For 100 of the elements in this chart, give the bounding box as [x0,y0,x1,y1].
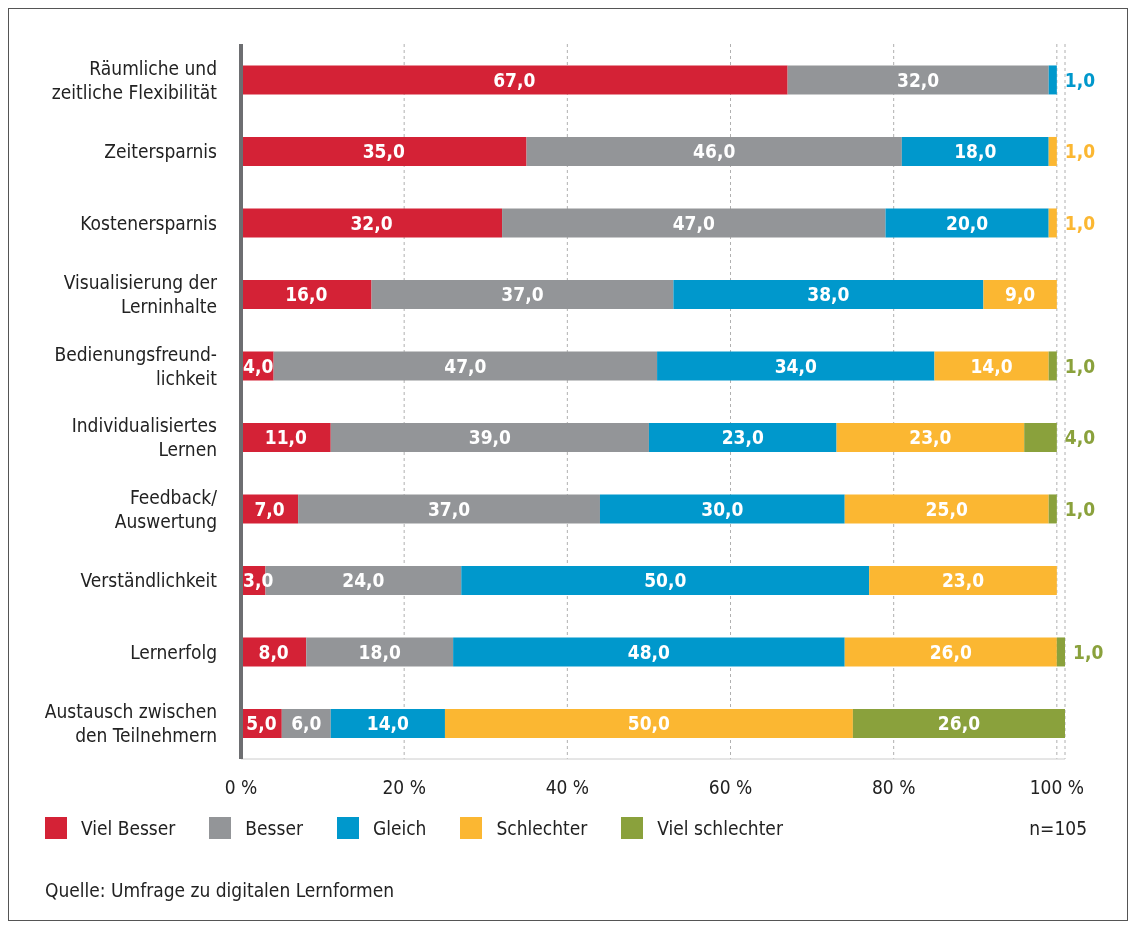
data-label: 35,0 [362,140,405,163]
bar [241,208,503,238]
data-label: 5,0 [246,712,277,735]
data-label: 50,0 [627,712,671,735]
data-label: 34,0 [774,354,817,377]
data-label: 1,0 [1064,211,1096,234]
data-label: 3,0 [243,569,274,592]
bar [673,279,984,309]
bar [502,208,886,238]
data-label: 1,0 [1064,68,1096,91]
legend-label: Besser [245,817,303,839]
data-label: 23,0 [941,569,985,592]
bar [330,422,649,452]
data-label: 25,0 [925,497,968,520]
bar [444,708,853,738]
bar [1048,351,1057,381]
data-label: 18,0 [358,640,401,663]
bar [901,136,1049,166]
data-label: 1,0 [1064,140,1096,163]
data-label: 4,0 [1064,426,1096,449]
y-tick-label: Verständlichkeit [80,569,218,592]
y-tick-label: Zeitersparnis [104,140,218,163]
data-label: 46,0 [693,140,736,163]
data-label: 9,0 [1004,283,1036,306]
legend-label: Gleich [372,817,427,839]
data-label: 37,0 [427,497,471,520]
y-tick-label: Individualisiertes Lernen [71,414,218,461]
bar [844,494,1049,524]
data-label: 67,0 [493,68,536,91]
data-label: 1,0 [1064,497,1096,520]
data-label: 1,0 [1073,640,1104,663]
text: n=105 [1029,817,1087,839]
bar [1048,208,1057,238]
x-tick-label: 0 % [224,776,258,799]
y-tick-label: Lernerfolg [130,640,217,663]
data-label: 47,0 [444,354,487,377]
bar [836,422,1025,452]
legend-label: Schlechter [496,817,588,839]
data-label: 20,0 [946,211,989,234]
bar [241,136,527,166]
bar [453,637,845,667]
y-tick-label: Räumliche und zeitliche Flexibilität [51,56,218,103]
data-label: 26,0 [929,640,972,663]
data-label: 7,0 [254,497,285,520]
bar [1024,422,1057,452]
bar [648,422,837,452]
x-tick-label: 60 % [708,776,753,799]
bar [599,494,845,524]
data-label: 4,0 [243,354,274,377]
x-tick-label: 80 % [871,776,916,799]
bar [1056,637,1065,667]
data-label: 11,0 [264,426,308,449]
data-label: 14,0 [970,354,1013,377]
data-label: 32,0 [350,211,393,234]
data-label: 30,0 [701,497,744,520]
bar [241,65,788,95]
bar [241,279,372,309]
x-tick-label: 100 % [1029,776,1084,799]
bar [852,708,1065,738]
y-tick-label: Feedback/ Auswertung [114,485,218,532]
data-label: 1,0 [1064,354,1096,377]
bar [526,136,902,166]
bar [371,279,674,309]
data-label: 47,0 [672,211,715,234]
data-label: 23,0 [721,426,764,449]
bar [1048,65,1057,95]
bar [273,351,658,381]
y-tick-label: Visualisierung der Lerninhalte [63,271,218,318]
data-label: 18,0 [954,140,997,163]
data-label: 24,0 [342,569,385,592]
bar [1048,494,1057,524]
data-label: 8,0 [258,640,289,663]
legend-label: Viel Besser [81,817,176,839]
data-label: 6,0 [291,712,322,735]
bar [330,708,445,738]
data-label: 23,0 [909,426,952,449]
x-tick-label: 40 % [545,776,590,799]
data-label: 38,0 [807,283,850,306]
data-label: 39,0 [468,426,512,449]
bar [787,65,1049,95]
bar [844,637,1057,667]
data-label: 50,0 [644,569,687,592]
bar [885,208,1049,238]
source-note: Quelle: Umfrage zu digitalen Lernformen [45,879,395,901]
bar [934,351,1049,381]
y-tick-label: Austausch zwischen den Teilnehmern [44,700,217,747]
bar [298,494,600,524]
data-label: 32,0 [897,68,940,91]
data-label: 26,0 [937,712,981,735]
bar [461,565,870,595]
data-label: 14,0 [366,712,410,735]
data-label: 16,0 [285,283,328,306]
x-tick-label: 20 % [382,776,426,799]
legend-label: Viel schlechter [657,817,783,839]
y-tick-label: Bedienungsfreund- lichkeit [54,342,218,389]
bar [306,637,454,667]
bar [1048,136,1057,166]
data-label: 48,0 [627,640,671,663]
y-tick-label: Kostenersparnis [80,211,218,234]
bar [657,351,935,381]
